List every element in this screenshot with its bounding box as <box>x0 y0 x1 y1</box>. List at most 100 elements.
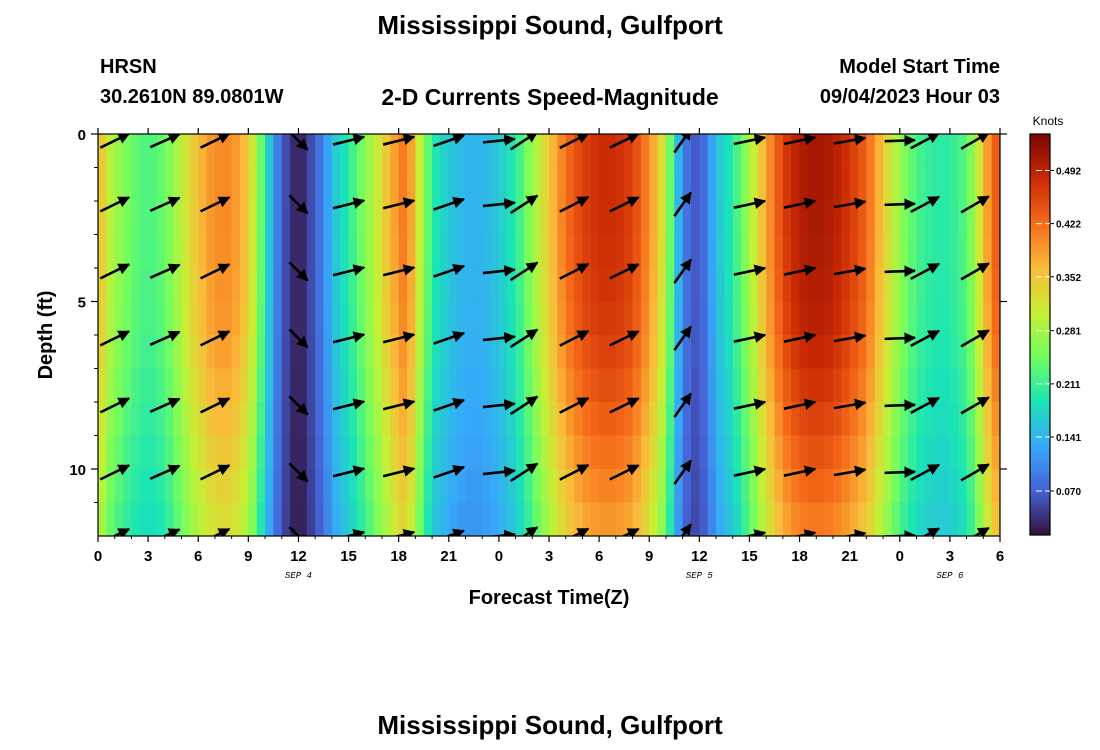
heatmap-cell <box>590 167 600 202</box>
heatmap-cell <box>306 368 316 403</box>
heatmap-cell <box>991 502 1000 536</box>
heatmap-cell <box>457 368 467 403</box>
heatmap-cell <box>473 301 483 336</box>
heatmap-cell <box>189 167 199 202</box>
heatmap-cell <box>741 268 751 303</box>
heatmap-cell <box>674 268 684 303</box>
current-vector-arrow <box>99 330 131 347</box>
heatmap-cell <box>265 368 274 403</box>
heatmap-cell <box>699 301 709 336</box>
heatmap-cell <box>223 167 233 202</box>
heatmap-cell <box>599 134 609 169</box>
heatmap-cell <box>223 435 233 470</box>
heatmap-cell <box>98 234 107 269</box>
x-tick-label: 9 <box>645 548 653 565</box>
heatmap-cell <box>181 268 191 303</box>
heatmap-cell <box>816 402 826 437</box>
heatmap-cell <box>741 368 751 403</box>
heatmap-cell <box>114 201 124 236</box>
heatmap-cell <box>724 268 734 303</box>
heatmap-cell <box>239 469 249 504</box>
heatmap-cell <box>123 301 133 336</box>
heatmap-cell <box>557 402 567 437</box>
heatmap-cell <box>682 502 692 536</box>
heatmap-cell <box>198 368 208 403</box>
heatmap-cell <box>256 134 266 169</box>
heatmap-cell <box>114 402 124 437</box>
heatmap-cell <box>699 167 709 202</box>
heatmap-cell <box>448 234 458 269</box>
heatmap-cell <box>139 167 149 202</box>
y-axis: 0 5 10 <box>69 127 1007 503</box>
current-vector-arrow <box>673 191 692 217</box>
heatmap-cell <box>657 368 667 403</box>
current-vector-arrow <box>833 398 867 411</box>
heatmap-cell <box>732 268 742 303</box>
heatmap-cell <box>832 167 842 202</box>
heatmap-cell <box>832 469 842 504</box>
current-vector-arrow <box>199 196 231 213</box>
heatmap-cell <box>98 402 107 437</box>
heatmap-cell <box>816 469 826 504</box>
heatmap-cell <box>832 301 842 336</box>
heatmap-cell <box>933 301 943 336</box>
heatmap-cell <box>849 402 859 437</box>
heatmap-cell <box>607 368 617 403</box>
heatmap-cell <box>298 167 308 202</box>
heatmap-cell <box>816 134 826 169</box>
heatmap-cell <box>231 201 241 236</box>
heatmap-cell <box>849 234 859 269</box>
heatmap-cell <box>983 435 993 470</box>
x-tick-label: 3 <box>946 548 954 565</box>
heatmap-cell <box>858 335 867 370</box>
heatmap-cell <box>340 268 350 303</box>
heatmap-cell <box>632 335 642 370</box>
heatmap-cell <box>490 268 500 303</box>
heatmap-cell <box>949 368 959 403</box>
heatmap-cell <box>916 268 926 303</box>
heatmap-cell <box>148 435 158 470</box>
current-vector-arrow <box>482 465 516 478</box>
heatmap-cell <box>340 167 350 202</box>
heatmap-cell <box>557 268 567 303</box>
heatmap-cell <box>991 134 1000 169</box>
heatmap-cell <box>974 469 984 504</box>
heatmap-cell <box>615 167 625 202</box>
heatmap-cell <box>532 469 542 504</box>
heatmap-cell <box>799 234 809 269</box>
heatmap-cell <box>256 368 266 403</box>
heatmap-cell <box>674 402 684 437</box>
plot-title: Mississippi Sound, Gulfport <box>377 10 723 40</box>
heatmap-cell <box>315 268 325 303</box>
current-vector-arrow <box>783 134 817 146</box>
heatmap-cell <box>482 502 492 536</box>
current-vector-arrow <box>509 395 539 416</box>
heatmap-cell <box>615 134 625 169</box>
heatmap-cell <box>457 301 467 336</box>
heatmap-cell <box>908 435 918 470</box>
heatmap-cell <box>440 201 450 236</box>
heatmap-cell <box>448 469 458 504</box>
heatmap-cell <box>248 402 258 437</box>
heatmap-cell <box>223 502 233 536</box>
heatmap-cell <box>139 201 149 236</box>
heatmap-cell <box>557 502 567 536</box>
heatmap-cell <box>899 167 909 202</box>
heatmap-cell <box>966 469 976 504</box>
heatmap-cell <box>690 301 700 336</box>
heatmap-cell <box>590 502 600 536</box>
current-vector-arrow <box>960 195 990 214</box>
heatmap-cell <box>782 469 792 504</box>
heatmap-cell <box>599 335 609 370</box>
heatmap-cell <box>448 134 458 169</box>
heatmap-cell <box>373 234 383 269</box>
heatmap-cell <box>565 335 575 370</box>
heatmap-cell <box>983 335 993 370</box>
heatmap-cell <box>465 435 475 470</box>
heatmap-cell <box>173 134 183 169</box>
heatmap-cell <box>331 301 341 336</box>
heatmap-cell <box>315 335 325 370</box>
heatmap-cell <box>398 368 408 403</box>
heatmap-cell <box>214 469 224 504</box>
heatmap-cell <box>924 134 934 169</box>
